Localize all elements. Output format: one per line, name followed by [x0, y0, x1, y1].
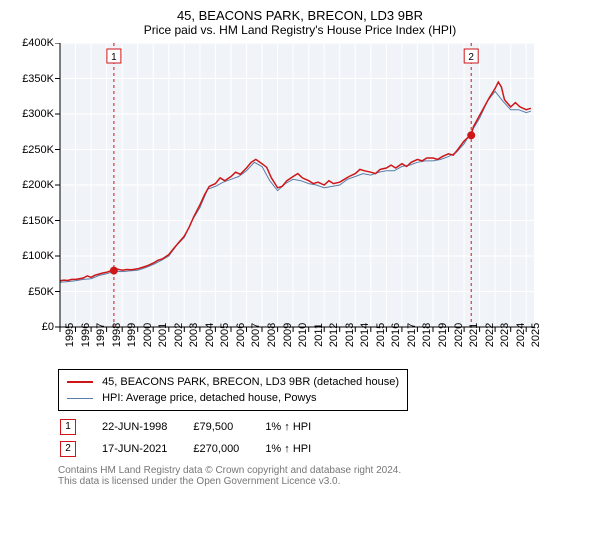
- marker-badge: 1: [60, 419, 76, 435]
- legend-swatch-price: [67, 381, 93, 383]
- svg-text:1: 1: [111, 52, 117, 63]
- marker-price: £79,500: [193, 417, 263, 437]
- y-tick-label: £150K: [14, 215, 54, 227]
- marker-row: 1 22-JUN-1998£79,5001% ↑ HPI: [60, 417, 335, 437]
- x-tick-label: 2017: [406, 323, 418, 347]
- marker-badge: 2: [60, 441, 76, 457]
- x-tick-label: 1995: [64, 323, 76, 347]
- y-tick-label: £100K: [14, 250, 54, 262]
- chart-subtitle: Price paid vs. HM Land Registry's House …: [14, 23, 586, 37]
- markers-table: 1 22-JUN-1998£79,5001% ↑ HPI 2 17-JUN-2021£…: [58, 415, 337, 461]
- x-tick-label: 2023: [499, 323, 511, 347]
- svg-text:2: 2: [468, 52, 474, 63]
- marker-date: 22-JUN-1998: [102, 417, 191, 437]
- y-tick-label: £350K: [14, 73, 54, 85]
- x-tick-label: 2024: [515, 323, 527, 347]
- x-tick-label: 2013: [344, 323, 356, 347]
- y-tick-label: £0: [14, 321, 54, 333]
- x-tick-label: 2021: [468, 323, 480, 347]
- marker-price: £270,000: [193, 439, 263, 459]
- x-tick-label: 2008: [266, 323, 278, 347]
- chart-area: 12£0£50K£100K£150K£200K£250K£300K£350K£4…: [14, 43, 586, 363]
- legend-label-price: 45, BEACONS PARK, BRECON, LD3 9BR (detac…: [102, 376, 399, 388]
- y-tick-label: £300K: [14, 108, 54, 120]
- x-tick-label: 1996: [80, 323, 92, 347]
- legend-row-hpi: HPI: Average price, detached house, Powy…: [67, 390, 399, 406]
- legend-box: 45, BEACONS PARK, BRECON, LD3 9BR (detac…: [58, 369, 408, 411]
- legend-label-hpi: HPI: Average price, detached house, Powy…: [102, 392, 316, 404]
- y-tick-label: £250K: [14, 144, 54, 156]
- x-tick-label: 2015: [375, 323, 387, 347]
- x-tick-label: 2014: [359, 323, 371, 347]
- marker-date: 17-JUN-2021: [102, 439, 191, 459]
- x-tick-label: 2004: [204, 323, 216, 347]
- x-tick-label: 2018: [421, 323, 433, 347]
- marker-delta: 1% ↑ HPI: [265, 439, 335, 459]
- x-tick-label: 2011: [313, 323, 325, 347]
- legend-row-price: 45, BEACONS PARK, BRECON, LD3 9BR (detac…: [67, 374, 399, 390]
- marker-delta: 1% ↑ HPI: [265, 417, 335, 437]
- x-tick-label: 2016: [390, 323, 402, 347]
- x-tick-label: 2002: [173, 323, 185, 347]
- x-tick-label: 2001: [157, 323, 169, 347]
- marker-row: 2 17-JUN-2021£270,0001% ↑ HPI: [60, 439, 335, 459]
- x-tick-label: 1997: [95, 323, 107, 347]
- x-tick-label: 2019: [437, 323, 449, 347]
- chart-title: 45, BEACONS PARK, BRECON, LD3 9BR: [14, 8, 586, 23]
- x-tick-label: 2009: [282, 323, 294, 347]
- x-tick-label: 2005: [219, 323, 231, 347]
- y-tick-label: £50K: [14, 286, 54, 298]
- legend-swatch-hpi: [67, 398, 93, 399]
- y-tick-label: £400K: [14, 37, 54, 49]
- x-tick-label: 1998: [111, 323, 123, 347]
- x-tick-label: 2020: [453, 323, 465, 347]
- page-root: 45, BEACONS PARK, BRECON, LD3 9BR Price …: [0, 0, 600, 560]
- x-tick-label: 2010: [297, 323, 309, 347]
- attribution-line1: Contains HM Land Registry data © Crown c…: [58, 465, 586, 476]
- x-tick-label: 2007: [250, 323, 262, 347]
- attribution-line2: This data is licensed under the Open Gov…: [58, 476, 586, 487]
- y-tick-label: £200K: [14, 179, 54, 191]
- chart-svg: 12: [14, 43, 534, 363]
- x-tick-label: 2006: [235, 323, 247, 347]
- x-tick-label: 2022: [484, 323, 496, 347]
- x-tick-label: 2025: [530, 323, 542, 347]
- x-tick-label: 1999: [126, 323, 138, 347]
- x-tick-label: 2003: [188, 323, 200, 347]
- x-tick-label: 2000: [142, 323, 154, 347]
- attribution: Contains HM Land Registry data © Crown c…: [58, 465, 586, 487]
- x-tick-label: 2012: [328, 323, 340, 347]
